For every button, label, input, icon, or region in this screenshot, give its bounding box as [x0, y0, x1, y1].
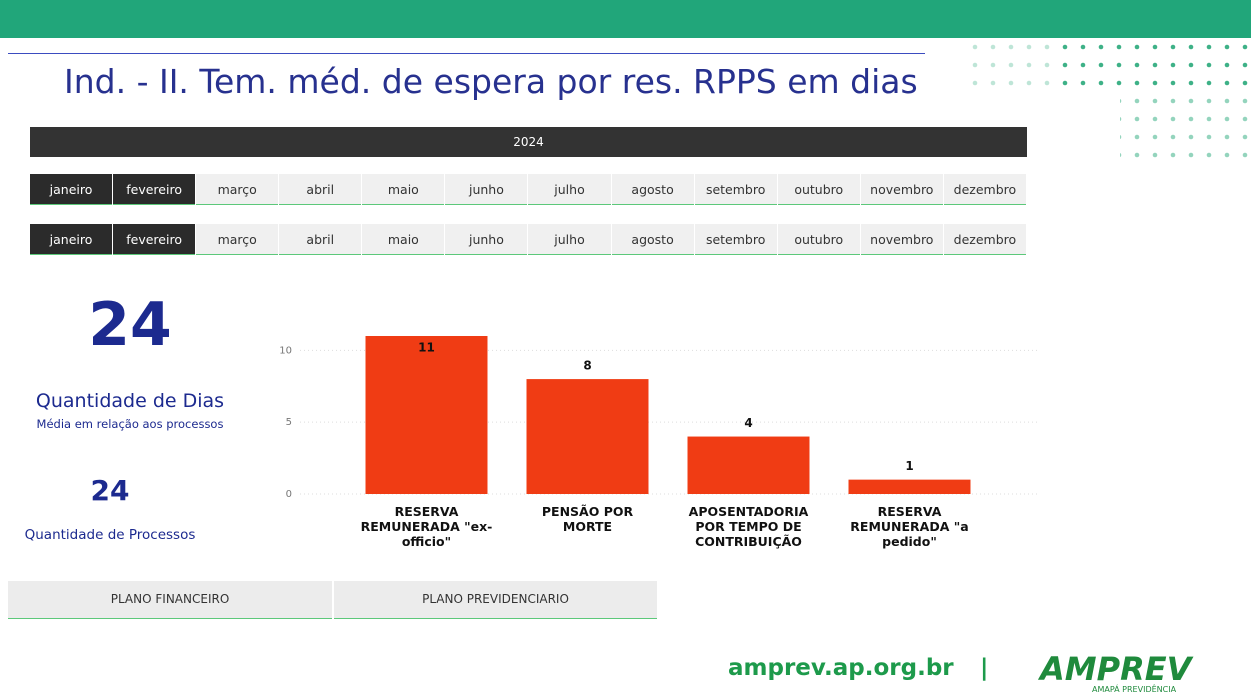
month-option[interactable]: maio	[362, 224, 445, 255]
month-option[interactable]: setembro	[694, 224, 777, 255]
kpi-label: Quantidade de Processos	[24, 527, 196, 543]
month-option[interactable]: janeiro	[30, 174, 113, 205]
month-option[interactable]: agosto	[611, 174, 694, 205]
bar	[526, 379, 649, 494]
dot-decoration	[960, 38, 1251, 168]
month-option[interactable]: dezembro	[943, 224, 1026, 255]
month-option[interactable]: setembro	[694, 174, 777, 205]
month-option[interactable]: março	[196, 224, 279, 255]
month-option[interactable]: outubro	[777, 224, 860, 255]
footer-url: amprev.ap.org.br	[728, 655, 954, 681]
month-slicer: janeiro fevereiro março abril maio junho julho…	[30, 224, 1027, 255]
month-option[interactable]: novembro	[860, 174, 943, 205]
month-option[interactable]: maio	[362, 174, 445, 205]
logo: AMPREV	[1040, 650, 1192, 688]
logo-subtitle: AMAPÁ PREVIDÊNCIA	[1092, 685, 1177, 694]
y-tick-label: 10	[279, 345, 292, 356]
month-option[interactable]: junho	[445, 174, 528, 205]
footer-separator: |	[980, 655, 989, 681]
month-option[interactable]: junho	[445, 224, 528, 255]
month-option[interactable]: agosto	[611, 224, 694, 255]
month-option[interactable]: outubro	[777, 174, 860, 205]
plan-button[interactable]: PLANO PREVIDENCIARIO	[334, 581, 657, 619]
x-tick-label: PENSÃO POR MORTE	[541, 504, 634, 534]
bar	[848, 479, 971, 494]
month-option[interactable]: novembro	[860, 224, 943, 255]
plan-button[interactable]: PLANO FINANCEIRO	[8, 581, 332, 619]
x-tick-label: APOSENTADORIA POR TEMPO DE CONTRIBUIÇÃO	[688, 504, 809, 549]
month-option[interactable]: janeiro	[30, 224, 113, 255]
divider	[8, 53, 925, 54]
data-label: 11	[418, 341, 435, 355]
y-tick-label: 5	[286, 417, 292, 428]
bar	[365, 336, 488, 494]
x-tick-label: RESERVA REMUNERADA "ex-officio"	[360, 504, 493, 549]
month-option[interactable]: julho	[528, 174, 611, 205]
kpi-label: Quantidade de Dias	[35, 390, 225, 412]
data-label: 1	[905, 459, 913, 473]
kpi-value: 24	[88, 290, 172, 360]
month-option[interactable]: julho	[528, 224, 611, 255]
bar	[687, 436, 810, 494]
month-option[interactable]: abril	[279, 174, 362, 205]
month-option[interactable]: fevereiro	[113, 174, 196, 205]
month-slicer: janeiro fevereiro março abril maio junho julho…	[30, 174, 1027, 205]
month-option[interactable]: dezembro	[943, 174, 1026, 205]
year-slicer[interactable]: 2024	[30, 127, 1027, 157]
month-option[interactable]: abril	[279, 224, 362, 255]
page-title: Ind. - II. Tem. méd. de espera por res. …	[64, 62, 918, 101]
kpi-sublabel: Média em relação aos processos	[36, 417, 224, 431]
month-option[interactable]: fevereiro	[113, 224, 196, 255]
data-label: 8	[583, 359, 591, 373]
data-label: 4	[744, 416, 752, 430]
x-tick-label: RESERVA REMUNERADA "a pedido"	[850, 504, 969, 549]
y-tick-label: 0	[286, 489, 292, 500]
month-option[interactable]: março	[196, 174, 279, 205]
kpi-value: 24	[90, 474, 130, 507]
top-bar	[0, 0, 1251, 38]
